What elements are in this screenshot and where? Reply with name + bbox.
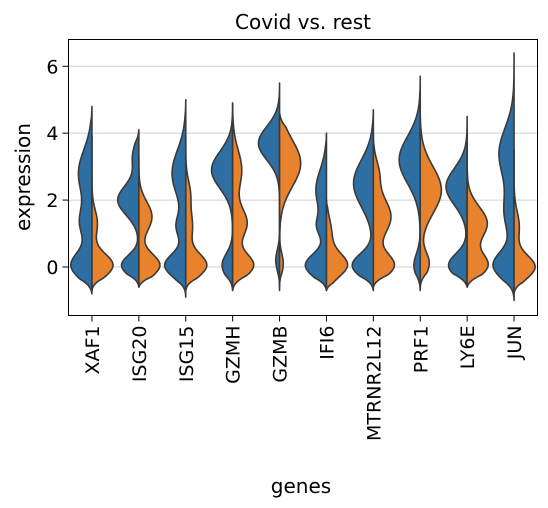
x-tick-label-isg20: ISG20 <box>129 326 151 383</box>
violin-ly6e-left <box>445 115 468 288</box>
x-tick-label-jun: JUN <box>504 326 526 361</box>
violin-prf1-left <box>398 75 422 292</box>
violin-isg20-right <box>138 155 161 288</box>
y-axis: 0 2 4 6 <box>46 56 69 279</box>
violin-ifi6-right <box>325 199 349 292</box>
x-tick-label-prf1: PRF1 <box>410 326 432 374</box>
violin-mtrnr2l12-left <box>351 108 375 292</box>
violin-ly6e-right <box>466 132 490 288</box>
violin-gzmh-right <box>231 102 255 292</box>
y-tick-label: 2 <box>46 190 58 212</box>
x-tick-label-ly6e: LY6E <box>457 326 479 370</box>
violin-isg15-left <box>163 98 187 298</box>
violin-gzmh-left <box>210 102 234 292</box>
violin-xaf1-left <box>70 105 93 295</box>
x-axis-label: genes <box>271 474 331 498</box>
violin-isg20-left <box>116 129 140 288</box>
violin-jun-right <box>513 149 536 295</box>
violin-xaf1-right <box>91 135 114 292</box>
violin-ifi6-left <box>304 132 328 292</box>
violin-layer <box>70 52 536 302</box>
violin-jun-left <box>492 52 515 302</box>
plot-frame <box>68 39 538 316</box>
violin-gzmb-right <box>278 112 302 288</box>
y-tick-label: 6 <box>46 56 58 78</box>
violin-prf1-right <box>419 112 443 288</box>
violin-isg15-right <box>184 135 208 292</box>
violin-gzmb-left <box>257 82 281 292</box>
x-tick-label-isg15: ISG15 <box>176 326 198 383</box>
x-tick-label-mtrnr2l12: MTRNR2L12 <box>363 326 385 441</box>
x-axis: XAF1 ISG20 ISG15 GZMH GZMB IFI6 MTRNR2L12 PRF1 L… <box>82 315 526 441</box>
y-axis-label: expression <box>11 123 35 231</box>
violin-mtrnr2l12-right <box>372 132 396 288</box>
x-tick-label-ifi6: IFI6 <box>316 326 338 360</box>
x-tick-label-gzmb: GZMB <box>270 326 292 383</box>
x-tick-label-gzmh: GZMH <box>223 326 245 384</box>
y-tick-label: 0 <box>46 257 58 279</box>
x-tick-label-xaf1: XAF1 <box>82 326 104 375</box>
chart-title: Covid vs. rest <box>235 10 371 34</box>
y-tick-label: 4 <box>46 123 58 145</box>
